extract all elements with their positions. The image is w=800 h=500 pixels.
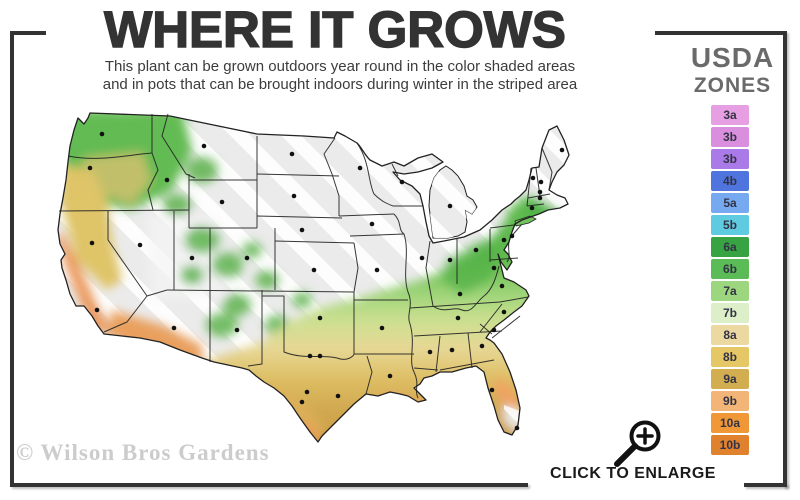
- legend-zone-6b: 6b: [711, 259, 749, 279]
- legend-zone-4b: 4b: [711, 171, 749, 191]
- map-fill-layers: [58, 113, 569, 442]
- subtitle: This plant can be grown outdoors year ro…: [10, 58, 670, 94]
- watermark: © Wilson Bros Gardens: [16, 440, 270, 465]
- legend-zone-6a: 6a: [711, 237, 749, 257]
- long-island: [514, 215, 537, 227]
- legend-zone-8a: 8a: [711, 325, 749, 345]
- legend-zone-3a: 3a: [711, 105, 749, 125]
- city-marker-dots: [87, 131, 565, 431]
- legend-zone-5b: 5b: [711, 215, 749, 235]
- legend-zone-3b: 3b: [711, 127, 749, 147]
- legend-title-usda: USDA: [690, 42, 775, 73]
- magnifier-plus-icon[interactable]: [600, 408, 675, 472]
- us-outline: [57, 112, 570, 443]
- legend-zone-9a: 9a: [711, 369, 749, 389]
- legend-zones: 3a 3b 3b 4b 5a 5b 6a 6b 7a 7b 8a 8b 9a 9b 10a 10b: [711, 105, 749, 457]
- frame-top-left: [10, 31, 46, 35]
- frame-bottom-left: [10, 483, 528, 487]
- legend-zone-7b: 7b: [711, 303, 749, 323]
- michigan-peninsula: [428, 165, 478, 239]
- legend-zone-5a: 5a: [711, 193, 749, 213]
- legend-zone-8b: 8b: [711, 347, 749, 367]
- page-title: WHERE IT GROWS: [103, 0, 566, 59]
- legend-title: USDA ZONES: [680, 42, 785, 97]
- legend-zone-10a: 10a: [711, 413, 749, 433]
- legend-zone-10b: 10b: [711, 435, 749, 455]
- click-to-enlarge-label[interactable]: CLICK TO ENLARGE: [550, 465, 716, 482]
- legend-zone-9b: 9b: [711, 391, 749, 411]
- subtitle-line-1: This plant can be grown outdoors year ro…: [104, 58, 576, 75]
- legend-title-zones: ZONES: [693, 74, 772, 97]
- frame-bottom-right: [744, 483, 787, 487]
- legend-zone-7a: 7a: [711, 281, 749, 301]
- legend-zone-3b: 3b: [711, 149, 749, 169]
- frame-left: [10, 31, 14, 487]
- state-borders: [58, 113, 553, 399]
- subtitle-line-2: and in pots that can be brought indoors …: [102, 76, 578, 93]
- frame-top-right: [655, 31, 787, 35]
- us-zone-map[interactable]: [52, 110, 652, 472]
- frame-right: [783, 31, 787, 487]
